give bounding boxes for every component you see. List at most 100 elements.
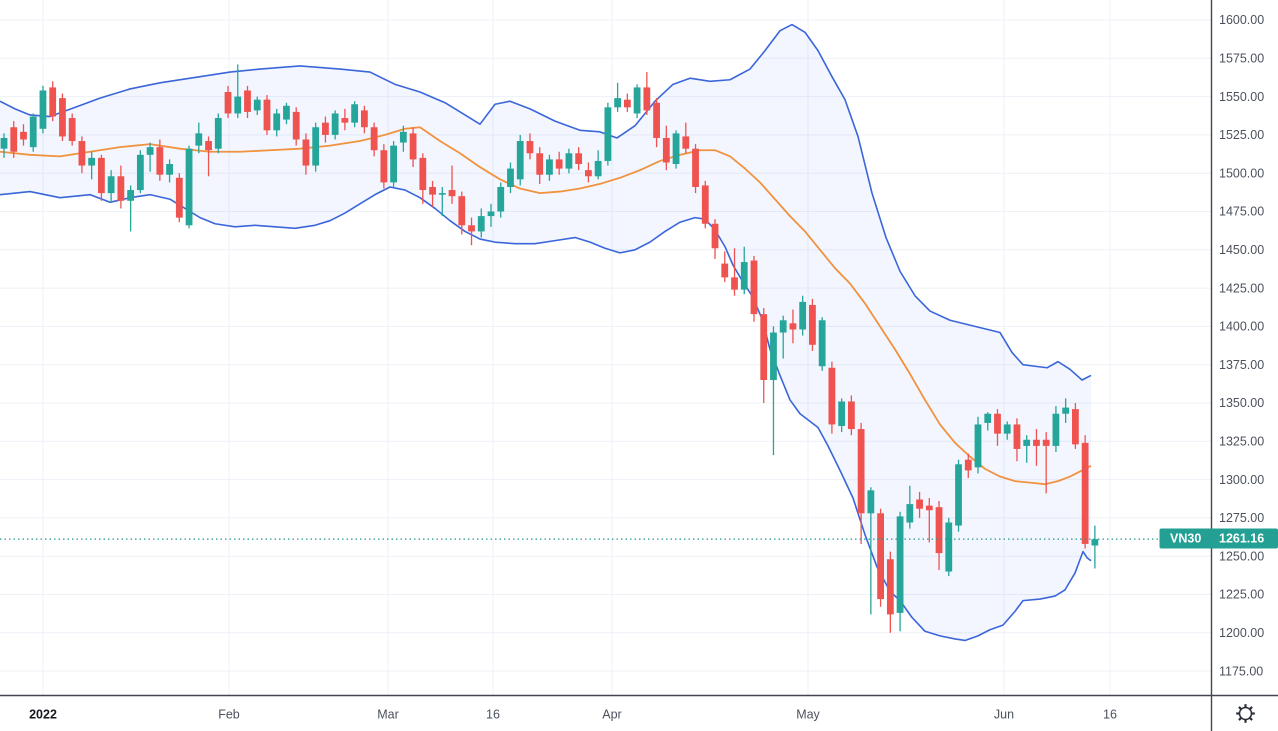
- candle-body: [1091, 539, 1099, 546]
- candle-body: [497, 186, 505, 212]
- candle-body: [935, 507, 943, 554]
- candle-body: [585, 170, 592, 177]
- candle-body: [380, 150, 388, 183]
- candle-body: [565, 153, 573, 169]
- candle-body: [662, 137, 670, 163]
- candle-body: [896, 516, 904, 613]
- time-axis-label: Mar: [377, 708, 399, 722]
- candle-body: [575, 153, 583, 165]
- candle-body: [770, 332, 777, 381]
- candle-body: [877, 513, 884, 600]
- price-axis[interactable]: 1600.00 1575.00 1550.00 1525.00 1500.00 1475.…: [1219, 13, 1264, 678]
- candle-body: [740, 262, 748, 290]
- candle-body: [828, 367, 836, 425]
- candlesticks: [0, 64, 1099, 633]
- candle-body: [1042, 439, 1050, 446]
- candle-body: [156, 147, 164, 175]
- bollinger-lower-line: [0, 186, 1092, 642]
- candle-body: [711, 223, 719, 249]
- candle-body: [1003, 424, 1011, 434]
- candle-body: [507, 168, 514, 187]
- price-axis-label: 1450.00: [1219, 243, 1264, 257]
- candle-body: [263, 99, 271, 131]
- candle-body: [916, 499, 923, 509]
- candle-body: [322, 122, 329, 135]
- candle-body: [604, 107, 612, 161]
- candle-body: [906, 504, 914, 523]
- candle-body: [448, 190, 456, 197]
- candle-body: [117, 176, 125, 201]
- price-axis-label: 1250.00: [1219, 549, 1264, 563]
- candle-body: [731, 277, 738, 290]
- price-axis-label: 1600.00: [1219, 13, 1264, 27]
- price-axis-label: 1175.00: [1219, 664, 1263, 678]
- badge-background: [1159, 528, 1278, 549]
- price-axis-label: 1425.00: [1219, 281, 1264, 295]
- time-axis-label: Apr: [602, 708, 621, 722]
- candle-body: [399, 131, 407, 143]
- candle-body: [994, 413, 1001, 434]
- candle-body: [1081, 442, 1089, 544]
- candle-body: [360, 110, 368, 128]
- candle-body: [390, 145, 397, 183]
- candle-body: [682, 136, 690, 149]
- candle-body: [721, 263, 729, 278]
- candle-body: [39, 90, 47, 129]
- last-price-badge: VN30 1261.16: [1159, 528, 1278, 549]
- candle-body: [98, 157, 105, 194]
- candle-body: [175, 177, 183, 218]
- candle-body: [623, 99, 631, 108]
- candle-body: [351, 104, 359, 123]
- candle-body: [195, 133, 203, 146]
- badge-value: 1261.16: [1219, 532, 1264, 546]
- candle-body: [594, 160, 602, 177]
- candle-body: [974, 424, 982, 468]
- candle-body: [283, 105, 290, 120]
- candle-body: [546, 159, 553, 175]
- price-axis-label: 1525.00: [1219, 128, 1264, 142]
- price-axis-label: 1375.00: [1219, 358, 1264, 372]
- candle-body: [1052, 413, 1060, 446]
- bollinger-basis-line: [0, 126, 1092, 486]
- candle-body: [633, 87, 641, 114]
- candle-body: [370, 127, 378, 151]
- time-axis-label: Jun: [994, 708, 1014, 722]
- candle-body: [643, 87, 651, 111]
- candle-body: [1033, 439, 1040, 446]
- candle-body: [701, 185, 709, 224]
- price-axis-label: 1575.00: [1219, 52, 1264, 66]
- candle-body: [809, 304, 816, 345]
- candle-body: [955, 464, 962, 526]
- candle-body: [302, 139, 310, 166]
- candle-body: [692, 148, 699, 187]
- time-axis[interactable]: 2022 Feb Mar 16 Apr May Jun 16: [29, 708, 1117, 722]
- candle-body: [185, 148, 193, 226]
- candle-body: [867, 490, 875, 514]
- candle-body: [536, 153, 544, 175]
- candle-body: [429, 186, 436, 195]
- candle-body: [127, 190, 135, 201]
- candle-body: [253, 99, 261, 111]
- grid-lines: [0, 0, 1211, 695]
- price-axis-label: 1325.00: [1219, 435, 1264, 449]
- gear-icon[interactable]: [1236, 704, 1255, 723]
- candle-body: [964, 459, 972, 471]
- candle-body: [487, 211, 495, 217]
- candle-body: [205, 141, 212, 151]
- candle-body: [1013, 424, 1021, 449]
- candle-body: [516, 141, 524, 180]
- candle-body: [653, 102, 660, 138]
- price-axis-label: 1475.00: [1219, 205, 1264, 219]
- candle-body: [146, 147, 154, 155]
- time-axis-label: 16: [486, 708, 500, 722]
- candle-body: [857, 429, 865, 514]
- candle-body: [750, 260, 758, 315]
- candle-body: [419, 157, 427, 191]
- candle-body: [818, 320, 826, 367]
- candle-body: [614, 98, 622, 108]
- badge-symbol: VN30: [1170, 532, 1201, 546]
- candle-body: [273, 113, 281, 131]
- candle-body: [78, 141, 86, 166]
